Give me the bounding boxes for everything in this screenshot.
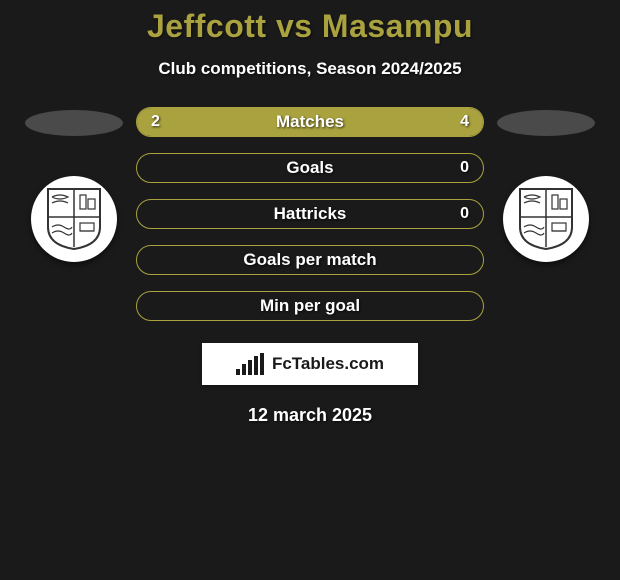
bar-right-value: 0	[460, 159, 469, 177]
subtitle: Club competitions, Season 2024/2025	[0, 59, 620, 79]
date-text: 12 march 2025	[0, 405, 620, 426]
right-club-badge	[503, 176, 589, 262]
stat-bars: 2 Matches 4 Goals 0 Hattricks 0 Goals per match…	[136, 107, 484, 321]
shield-crest-icon	[46, 187, 102, 251]
left-photo-placeholder	[25, 110, 123, 136]
bar-right-value: 0	[460, 205, 469, 223]
footer-brand-text: FcTables.com	[272, 354, 384, 374]
stat-bar: Goals per match	[136, 245, 484, 275]
bar-right-value: 4	[460, 113, 469, 131]
bar-left-value: 2	[151, 113, 160, 131]
left-club-badge	[31, 176, 117, 262]
stat-bar: Goals 0	[136, 153, 484, 183]
comparison-widget: Jeffcott vs Masampu Club competitions, S…	[0, 0, 620, 426]
bar-label: Goals	[286, 158, 333, 178]
bar-label: Hattricks	[274, 204, 347, 224]
bar-label: Min per goal	[260, 296, 360, 316]
page-title: Jeffcott vs Masampu	[0, 8, 620, 45]
stat-bar: 2 Matches 4	[136, 107, 484, 137]
bars-chart-icon	[236, 353, 264, 375]
stat-bar: Hattricks 0	[136, 199, 484, 229]
main-row: 2 Matches 4 Goals 0 Hattricks 0 Goals per match…	[0, 107, 620, 321]
bar-label: Goals per match	[243, 250, 376, 270]
stat-bar: Min per goal	[136, 291, 484, 321]
left-side	[24, 107, 124, 262]
right-side	[496, 107, 596, 262]
shield-crest-icon	[518, 187, 574, 251]
bar-label: Matches	[276, 112, 344, 132]
right-photo-placeholder	[497, 110, 595, 136]
footer-brand-badge[interactable]: FcTables.com	[202, 343, 418, 385]
